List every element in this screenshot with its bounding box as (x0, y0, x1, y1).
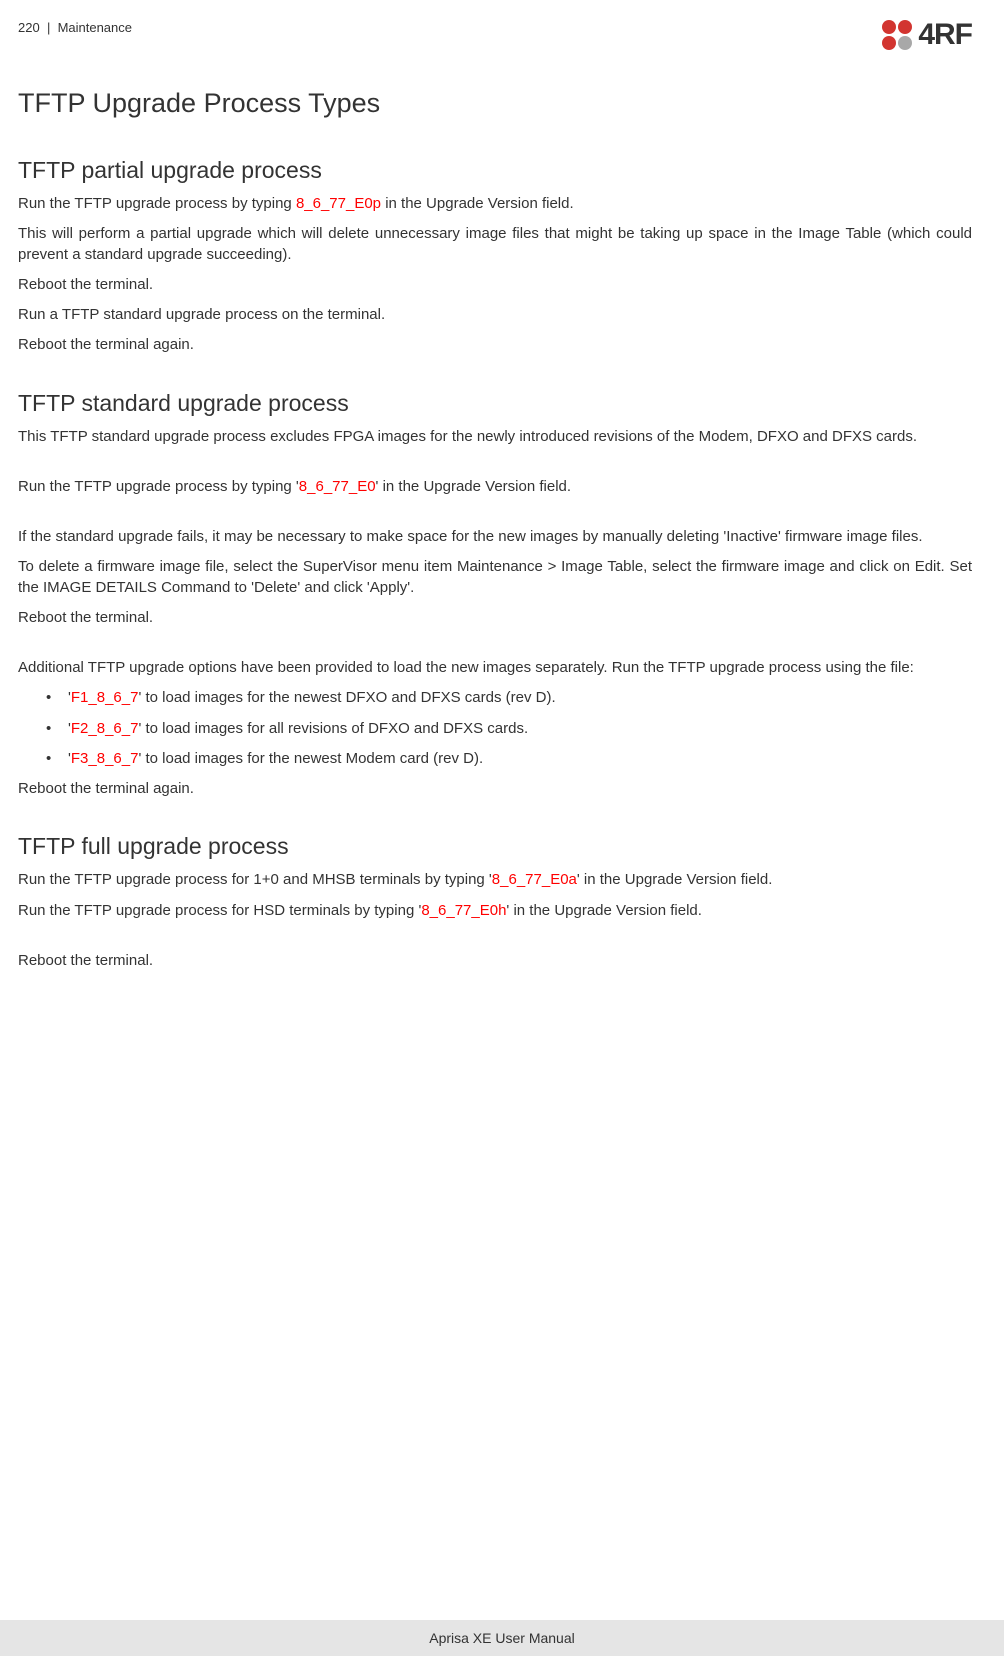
logo-dot (898, 36, 912, 50)
body-text: Reboot the terminal again. (18, 335, 972, 355)
page-footer: Aprisa XE User Manual (0, 1620, 1004, 1656)
logo-dot (898, 20, 912, 34)
body-text: Reboot the terminal again. (18, 779, 972, 799)
header-page-info: 220 | Maintenance (18, 18, 132, 35)
list-item: 'F2_8_6_7' to load images for all revisi… (18, 719, 972, 739)
code-value: 8_6_77_E0a (492, 871, 577, 888)
code-value: F1_8_6_7 (71, 689, 139, 706)
code-value: 8_6_77_E0 (299, 478, 376, 495)
logo-dot (882, 20, 896, 34)
list-item: 'F3_8_6_7' to load images for the newest… (18, 749, 972, 769)
body-text: Run the TFTP upgrade process for 1+0 and… (18, 870, 972, 890)
logo-dot (882, 36, 896, 50)
logo-text: 4RF (918, 18, 972, 52)
page-title: TFTP Upgrade Process Types (18, 88, 972, 119)
code-value: 8_6_77_E0p (296, 195, 381, 212)
page-header: 220 | Maintenance 4RF (18, 18, 972, 52)
body-text: Additional TFTP upgrade options have bee… (18, 658, 972, 678)
body-text: Reboot the terminal. (18, 951, 972, 971)
body-text: If the standard upgrade fails, it may be… (18, 527, 972, 547)
body-text: Reboot the terminal. (18, 608, 972, 628)
section-heading-standard: TFTP standard upgrade process (18, 390, 972, 417)
body-text: Run the TFTP upgrade process by typing 8… (18, 194, 972, 214)
brand-logo: 4RF (882, 18, 972, 52)
page-number: 220 (18, 20, 40, 35)
code-value: 8_6_77_E0h (421, 902, 506, 919)
separator: | (47, 20, 50, 35)
body-text: To delete a firmware image file, select … (18, 557, 972, 598)
code-value: F3_8_6_7 (71, 750, 139, 767)
body-text: Reboot the terminal. (18, 275, 972, 295)
list-item: 'F1_8_6_7' to load images for the newest… (18, 688, 972, 708)
body-text: This TFTP standard upgrade process exclu… (18, 427, 972, 447)
section-name: Maintenance (58, 20, 132, 35)
code-value: F2_8_6_7 (71, 720, 139, 737)
section-heading-partial: TFTP partial upgrade process (18, 157, 972, 184)
logo-dots-icon (882, 20, 912, 50)
body-text: Run the TFTP upgrade process for HSD ter… (18, 901, 972, 921)
body-text: Run a TFTP standard upgrade process on t… (18, 305, 972, 325)
body-text: This will perform a partial upgrade whic… (18, 224, 972, 265)
section-heading-full: TFTP full upgrade process (18, 833, 972, 860)
body-text: Run the TFTP upgrade process by typing '… (18, 477, 972, 497)
bullet-list: 'F1_8_6_7' to load images for the newest… (18, 688, 972, 769)
